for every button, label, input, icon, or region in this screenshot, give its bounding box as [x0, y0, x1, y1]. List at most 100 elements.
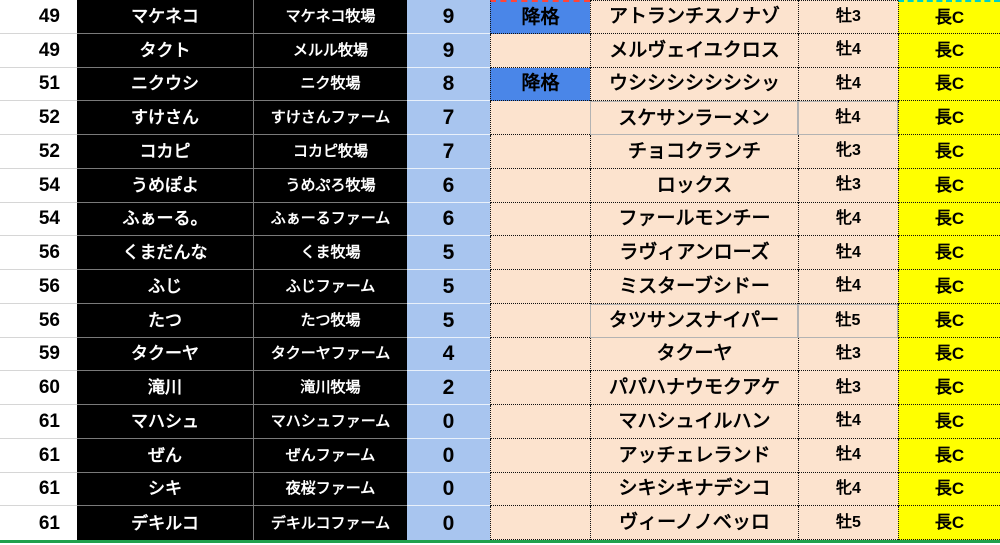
- class-cell[interactable]: 長C: [898, 506, 1000, 540]
- horse-name-cell[interactable]: ミスターブシドー: [590, 270, 798, 304]
- status-cell[interactable]: [490, 337, 590, 372]
- player-name-cell[interactable]: ふじ: [77, 270, 253, 304]
- status-cell[interactable]: [490, 33, 590, 68]
- points-cell[interactable]: 6: [407, 168, 490, 203]
- rank-cell[interactable]: 59: [0, 337, 77, 372]
- class-cell[interactable]: 長C: [898, 168, 1000, 203]
- status-cell[interactable]: [490, 371, 590, 405]
- farm-name-cell[interactable]: マケネコ牧場: [253, 0, 407, 34]
- status-cell[interactable]: [490, 168, 590, 203]
- player-name-cell[interactable]: すけさん: [77, 101, 253, 135]
- points-cell[interactable]: 9: [407, 0, 490, 34]
- horse-name-cell[interactable]: シキシキナデシコ: [590, 472, 798, 507]
- class-cell[interactable]: 長C: [898, 236, 1000, 270]
- rank-cell[interactable]: 49: [0, 0, 77, 34]
- player-name-cell[interactable]: たつ: [77, 303, 253, 338]
- rank-cell[interactable]: 56: [0, 303, 77, 338]
- horse-name-cell[interactable]: ウシシシシシシシッ: [590, 67, 798, 102]
- class-cell[interactable]: 長C: [898, 135, 1000, 169]
- sex-age-cell[interactable]: 牝4: [798, 472, 898, 507]
- player-name-cell[interactable]: ニクウシ: [77, 67, 253, 102]
- rank-cell[interactable]: 54: [0, 202, 77, 237]
- horse-name-cell[interactable]: スケサンラーメン: [590, 101, 798, 135]
- rank-cell[interactable]: 52: [0, 135, 77, 169]
- status-cell[interactable]: [490, 270, 590, 304]
- horse-name-cell[interactable]: マハシュイルハン: [590, 405, 798, 439]
- class-cell[interactable]: 長C: [898, 101, 1000, 135]
- points-cell[interactable]: 0: [407, 438, 490, 473]
- points-cell[interactable]: 5: [407, 303, 490, 338]
- status-cell[interactable]: 降格: [490, 67, 590, 102]
- horse-name-cell[interactable]: メルヴェイユクロス: [590, 33, 798, 68]
- farm-name-cell[interactable]: ぜんファーム: [253, 438, 407, 473]
- status-cell[interactable]: [490, 101, 590, 135]
- sex-age-cell[interactable]: 牡4: [798, 101, 898, 135]
- rank-cell[interactable]: 61: [0, 472, 77, 507]
- farm-name-cell[interactable]: くま牧場: [253, 236, 407, 270]
- points-cell[interactable]: 5: [407, 236, 490, 270]
- rank-cell[interactable]: 61: [0, 438, 77, 473]
- farm-name-cell[interactable]: うめぷろ牧場: [253, 168, 407, 203]
- horse-name-cell[interactable]: タクーヤ: [590, 337, 798, 372]
- sex-age-cell[interactable]: 牡3: [798, 0, 898, 34]
- status-cell[interactable]: [490, 405, 590, 439]
- horse-name-cell[interactable]: ヴィーノノベッロ: [590, 506, 798, 540]
- points-cell[interactable]: 6: [407, 202, 490, 237]
- sex-age-cell[interactable]: 牡3: [798, 168, 898, 203]
- farm-name-cell[interactable]: たつ牧場: [253, 303, 407, 338]
- status-cell[interactable]: [490, 202, 590, 237]
- status-cell[interactable]: [490, 236, 590, 270]
- class-cell[interactable]: 長C: [898, 371, 1000, 405]
- sex-age-cell[interactable]: 牝3: [798, 135, 898, 169]
- class-cell[interactable]: 長C: [898, 405, 1000, 439]
- class-cell[interactable]: 長C: [898, 0, 1000, 34]
- player-name-cell[interactable]: シキ: [77, 472, 253, 507]
- points-cell[interactable]: 0: [407, 506, 490, 540]
- player-name-cell[interactable]: タクーヤ: [77, 337, 253, 372]
- points-cell[interactable]: 8: [407, 67, 490, 102]
- horse-name-cell[interactable]: ロックス: [590, 168, 798, 203]
- rank-cell[interactable]: 51: [0, 67, 77, 102]
- points-cell[interactable]: 4: [407, 337, 490, 372]
- sex-age-cell[interactable]: 牡4: [798, 438, 898, 473]
- class-cell[interactable]: 長C: [898, 472, 1000, 507]
- status-cell[interactable]: 降格: [490, 0, 590, 34]
- sex-age-cell[interactable]: 牡4: [798, 270, 898, 304]
- farm-name-cell[interactable]: タクーヤファーム: [253, 337, 407, 372]
- player-name-cell[interactable]: コカピ: [77, 135, 253, 169]
- farm-name-cell[interactable]: ふじファーム: [253, 270, 407, 304]
- farm-name-cell[interactable]: 夜桜ファーム: [253, 472, 407, 507]
- status-cell[interactable]: [490, 438, 590, 473]
- status-cell[interactable]: [490, 472, 590, 507]
- horse-name-cell[interactable]: チョコクランチ: [590, 135, 798, 169]
- class-cell[interactable]: 長C: [898, 67, 1000, 102]
- points-cell[interactable]: 7: [407, 101, 490, 135]
- status-cell[interactable]: [490, 303, 590, 338]
- player-name-cell[interactable]: くまだんな: [77, 236, 253, 270]
- player-name-cell[interactable]: マハシュ: [77, 405, 253, 439]
- horse-name-cell[interactable]: ラヴィアンローズ: [590, 236, 798, 270]
- horse-name-cell[interactable]: アッチェレランド: [590, 438, 798, 473]
- points-cell[interactable]: 9: [407, 33, 490, 68]
- player-name-cell[interactable]: うめぽよ: [77, 168, 253, 203]
- points-cell[interactable]: 0: [407, 472, 490, 507]
- player-name-cell[interactable]: ぜん: [77, 438, 253, 473]
- player-name-cell[interactable]: タクト: [77, 33, 253, 68]
- sex-age-cell[interactable]: 牡4: [798, 236, 898, 270]
- sex-age-cell[interactable]: 牡5: [798, 303, 898, 338]
- sex-age-cell[interactable]: 牡3: [798, 371, 898, 405]
- rank-cell[interactable]: 60: [0, 371, 77, 405]
- sex-age-cell[interactable]: 牡5: [798, 506, 898, 540]
- rank-cell[interactable]: 56: [0, 270, 77, 304]
- farm-name-cell[interactable]: 滝川牧場: [253, 371, 407, 405]
- class-cell[interactable]: 長C: [898, 438, 1000, 473]
- rank-cell[interactable]: 49: [0, 33, 77, 68]
- farm-name-cell[interactable]: ふぁーるファーム: [253, 202, 407, 237]
- class-cell[interactable]: 長C: [898, 337, 1000, 372]
- player-name-cell[interactable]: デキルコ: [77, 506, 253, 540]
- horse-name-cell[interactable]: パパハナウモクアケ: [590, 371, 798, 405]
- farm-name-cell[interactable]: マハシュファーム: [253, 405, 407, 439]
- sex-age-cell[interactable]: 牝4: [798, 202, 898, 237]
- rank-cell[interactable]: 54: [0, 168, 77, 203]
- points-cell[interactable]: 5: [407, 270, 490, 304]
